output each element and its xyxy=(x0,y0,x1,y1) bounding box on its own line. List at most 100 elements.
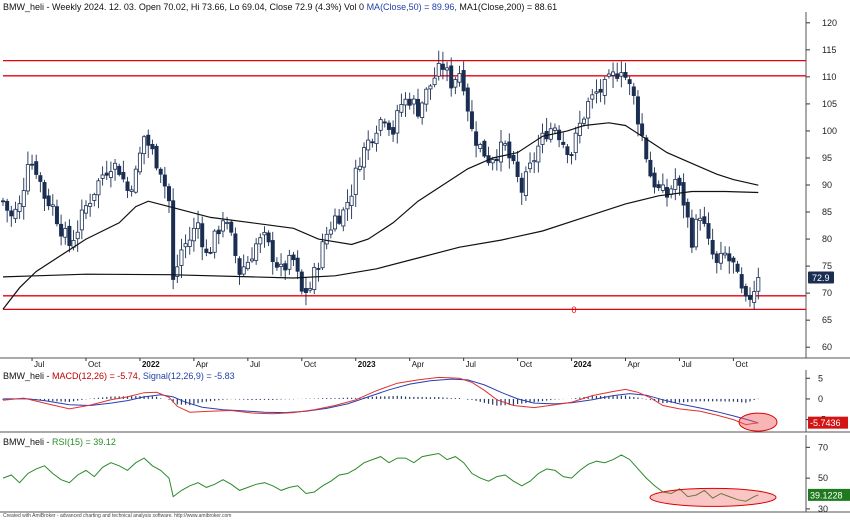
candle-down xyxy=(635,96,640,125)
candle-down xyxy=(299,271,304,292)
rsi-header: BMW_heli - RSI(15) = 39.12 xyxy=(3,437,116,447)
moving-averages xyxy=(2,122,759,310)
candle-up xyxy=(694,218,699,248)
macd-header: BMW_heli - MACD(12,26) = -5.74, Signal(1… xyxy=(3,371,235,381)
x-tick-label: Apr xyxy=(412,360,425,369)
candle-down xyxy=(146,134,151,146)
x-tick-label: 2023 xyxy=(358,360,376,369)
candle-up xyxy=(378,119,383,131)
x-tick-label: Oct xyxy=(88,360,101,369)
close-price-badge-text: 72.9 xyxy=(812,273,830,283)
rsi-value-badge xyxy=(808,488,850,501)
candle-down xyxy=(710,239,715,255)
candle-down xyxy=(474,131,479,146)
rsi-y-tick-label: 30 xyxy=(818,504,828,514)
candle-up xyxy=(345,201,350,210)
price-y-tick-label: 100 xyxy=(822,126,837,136)
price-ohlc-text: BMW_heli - Weekly 2024. 12. 03. Open 70.… xyxy=(3,2,365,12)
candle-down xyxy=(507,141,512,159)
x-tick-label: 2022 xyxy=(142,360,160,369)
macd-value-badge xyxy=(808,416,848,429)
candle-up xyxy=(332,215,337,230)
candle-up xyxy=(698,217,703,221)
macd-line xyxy=(2,376,759,426)
candle-up xyxy=(366,139,371,151)
candle-up xyxy=(341,209,346,227)
candle-down xyxy=(391,127,396,135)
candle-up xyxy=(432,77,437,86)
candle-up xyxy=(21,190,26,207)
candle-up xyxy=(582,118,587,124)
candle-up xyxy=(436,63,441,77)
candle-down xyxy=(731,257,736,263)
candle-down xyxy=(237,258,242,275)
candle-down xyxy=(449,65,454,89)
candle-down xyxy=(519,177,524,193)
x-tick-label: Jul xyxy=(466,360,476,369)
candle-up xyxy=(611,71,616,76)
signal-line xyxy=(3,378,759,424)
candle-down xyxy=(615,73,620,79)
candle-down xyxy=(677,177,682,186)
candle-up xyxy=(50,204,55,207)
candle-down xyxy=(9,210,14,217)
candle-up xyxy=(756,277,761,292)
candle-down xyxy=(274,262,279,268)
candle-down xyxy=(46,195,51,207)
candle-up xyxy=(399,104,404,113)
x-tick-label: 2024 xyxy=(574,360,592,369)
candle-down xyxy=(681,182,686,206)
candle-up xyxy=(245,261,250,270)
candle-up xyxy=(353,167,358,195)
candle-down xyxy=(702,216,707,224)
candle-down xyxy=(208,251,213,254)
candle-down xyxy=(166,186,171,202)
candle-up xyxy=(498,141,503,163)
candle-up xyxy=(606,73,611,77)
candle-down xyxy=(316,268,321,270)
price-y-tick-label: 110 xyxy=(822,72,836,82)
rsi-value-text: RSI(15) = 39.12 xyxy=(52,437,116,447)
candle-down xyxy=(685,201,690,218)
x-tick-label: Oct xyxy=(520,360,533,369)
rsi-name: BMW_heli - xyxy=(3,437,50,447)
candle-up xyxy=(183,243,188,248)
candle-up xyxy=(453,79,458,88)
candle-down xyxy=(117,165,122,175)
price-y-tick-label: 65 xyxy=(822,315,832,325)
candle-up xyxy=(279,263,284,267)
rsi-panel: 30 50 70 39.1228 xyxy=(2,442,850,514)
candle-up xyxy=(96,180,101,196)
candle-up xyxy=(312,267,317,290)
candle-up xyxy=(142,136,147,155)
candle-up xyxy=(129,189,134,192)
price-y-tick-label: 60 xyxy=(822,342,832,352)
candle-down xyxy=(644,137,649,160)
candle-down xyxy=(627,79,632,85)
candle-down xyxy=(748,294,753,300)
candle-up xyxy=(523,171,528,196)
price-y-tick-label: 70 xyxy=(822,288,832,298)
candle-down xyxy=(171,200,176,280)
candle-up xyxy=(324,233,329,245)
candle-down xyxy=(623,72,628,78)
candle-up xyxy=(577,122,582,136)
x-tick-label: Oct xyxy=(304,360,317,369)
candle-down xyxy=(291,254,296,261)
candle-up xyxy=(13,208,18,220)
candle-down xyxy=(640,123,645,136)
ma200-text: MA1(Close,200) = 88.61 xyxy=(459,2,558,12)
candle-down xyxy=(30,163,35,166)
candle-up xyxy=(594,91,599,94)
candle-up xyxy=(175,266,180,277)
candle-up xyxy=(503,143,508,146)
candle-down xyxy=(482,140,487,157)
candle-down xyxy=(557,129,562,141)
candle-up xyxy=(287,255,292,270)
rsi-value-badge-text: 39.1228 xyxy=(810,490,843,500)
candle-up xyxy=(403,98,408,106)
candle-up xyxy=(349,195,354,207)
candle-down xyxy=(739,274,744,289)
candle-down xyxy=(204,248,209,253)
candle-up xyxy=(92,194,97,201)
